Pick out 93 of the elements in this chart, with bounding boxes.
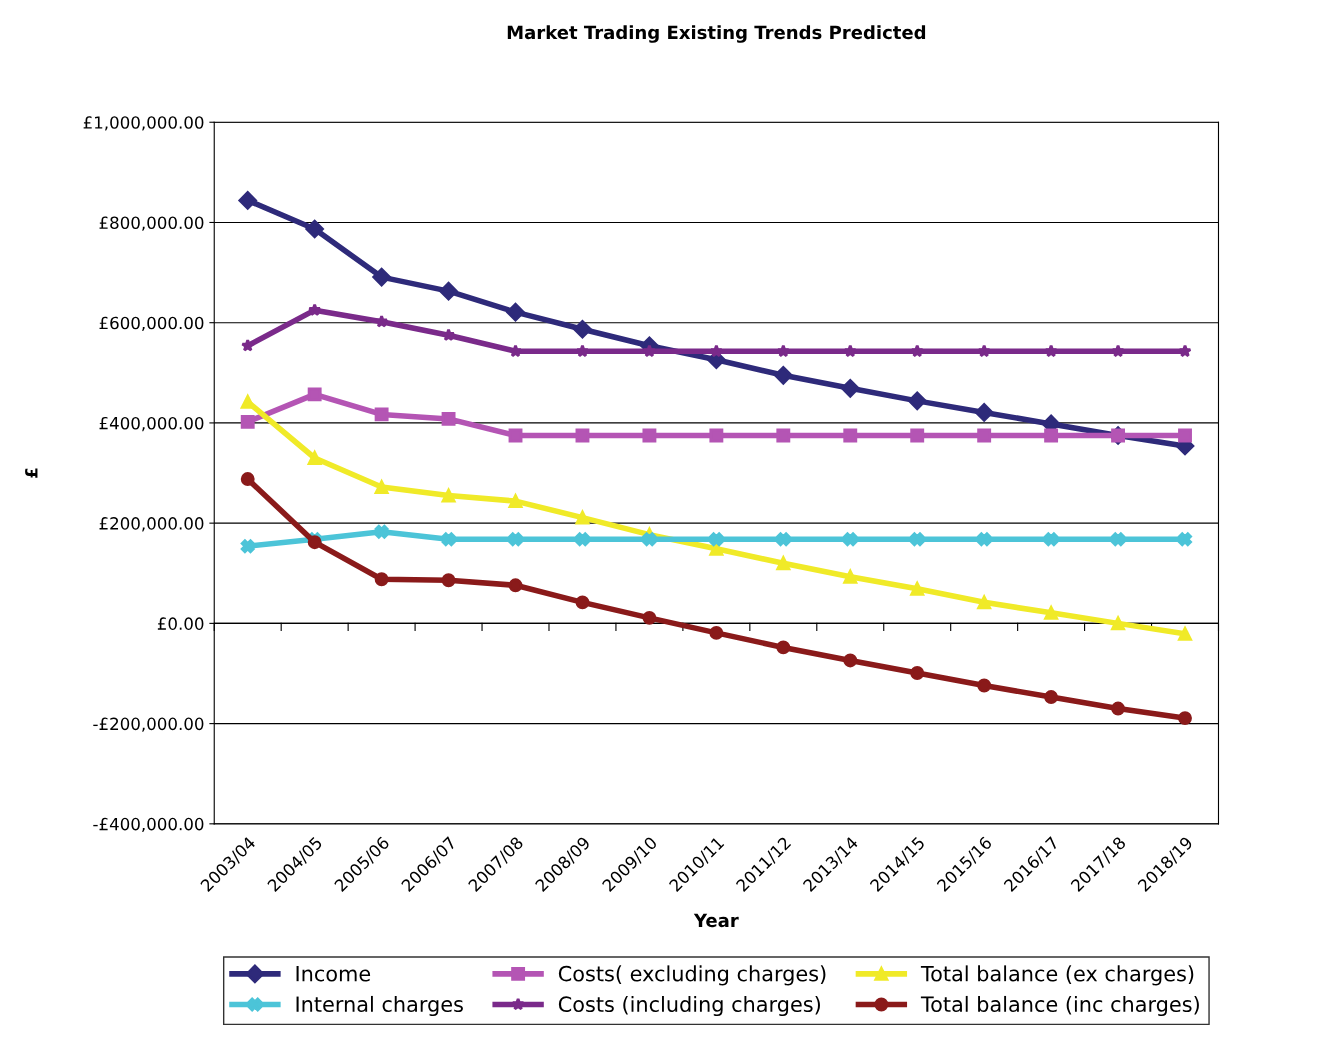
point bbox=[910, 344, 924, 358]
point bbox=[1178, 626, 1192, 641]
point bbox=[307, 451, 322, 465]
legend-label: Income bbox=[296, 965, 371, 982]
point bbox=[441, 532, 456, 547]
y-tick-label: -£400,000.00 bbox=[93, 817, 204, 833]
point bbox=[910, 428, 925, 443]
point bbox=[1178, 711, 1192, 726]
point bbox=[709, 625, 724, 640]
point bbox=[776, 344, 790, 358]
point bbox=[910, 666, 925, 680]
y-tick-label: -£200,000.00 bbox=[93, 717, 204, 732]
point bbox=[441, 488, 456, 503]
point bbox=[240, 414, 255, 429]
point bbox=[1111, 344, 1125, 358]
legend-label: Internal charges bbox=[296, 995, 463, 1017]
point bbox=[776, 556, 791, 571]
point bbox=[843, 344, 857, 358]
point bbox=[977, 595, 992, 610]
point bbox=[307, 387, 322, 402]
point bbox=[374, 407, 389, 422]
point bbox=[1178, 344, 1192, 358]
point bbox=[642, 532, 657, 547]
point bbox=[508, 428, 523, 443]
point bbox=[843, 569, 858, 584]
point bbox=[1178, 428, 1192, 443]
point bbox=[575, 510, 590, 525]
point bbox=[1178, 532, 1192, 547]
point bbox=[575, 428, 590, 443]
x-axis-title: Year bbox=[693, 913, 739, 928]
point bbox=[709, 428, 724, 443]
point bbox=[841, 379, 860, 398]
point bbox=[508, 532, 523, 547]
point bbox=[843, 532, 858, 547]
point bbox=[240, 394, 255, 409]
point bbox=[307, 303, 322, 317]
legend-label: Total balance (inc charges) bbox=[920, 995, 1199, 1017]
point bbox=[374, 480, 389, 495]
point bbox=[907, 391, 927, 411]
point bbox=[910, 581, 925, 596]
chart-title: Market Trading Existing Trends Predicted bbox=[507, 25, 926, 43]
point bbox=[575, 532, 590, 547]
point bbox=[506, 302, 525, 322]
point bbox=[305, 219, 324, 239]
y-tick-label: £600,000.00 bbox=[99, 316, 204, 331]
point bbox=[1044, 690, 1059, 704]
point bbox=[642, 428, 657, 443]
point bbox=[977, 428, 992, 443]
point bbox=[977, 532, 992, 547]
point bbox=[977, 344, 991, 358]
point bbox=[374, 572, 389, 587]
point bbox=[1044, 605, 1059, 620]
point bbox=[974, 403, 994, 422]
point bbox=[1111, 616, 1126, 631]
point bbox=[977, 678, 992, 693]
point bbox=[439, 281, 458, 301]
point bbox=[240, 472, 255, 486]
point bbox=[508, 578, 523, 593]
point bbox=[441, 411, 456, 426]
point bbox=[776, 428, 791, 443]
point bbox=[374, 524, 389, 539]
y-tick-label: £0.00 bbox=[157, 617, 204, 630]
point bbox=[241, 338, 255, 352]
point bbox=[238, 191, 257, 210]
point bbox=[843, 653, 858, 668]
y-tick-label: £800,000.00 bbox=[99, 216, 204, 231]
point bbox=[774, 366, 793, 385]
legend-label: Costs( excluding charges) bbox=[558, 965, 826, 986]
point bbox=[910, 532, 925, 547]
point bbox=[1111, 532, 1126, 547]
y-axis-title: £ bbox=[25, 468, 38, 478]
point bbox=[776, 640, 791, 655]
y-tick-label: £200,000.00 bbox=[99, 517, 204, 532]
point bbox=[843, 428, 858, 443]
point bbox=[709, 344, 724, 358]
point bbox=[575, 344, 590, 358]
y-tick-label: £400,000.00 bbox=[99, 416, 204, 432]
point bbox=[1044, 428, 1059, 443]
point bbox=[1044, 344, 1058, 358]
point bbox=[1044, 532, 1059, 547]
point bbox=[508, 494, 523, 509]
point bbox=[240, 539, 255, 554]
point bbox=[642, 610, 657, 625]
y-tick-label: £1,000,000.00 bbox=[83, 116, 204, 131]
legend-label: Costs (including charges) bbox=[558, 995, 820, 1017]
point bbox=[709, 532, 724, 547]
point bbox=[573, 319, 592, 339]
legend-label: Total balance (ex charges) bbox=[920, 965, 1194, 986]
point bbox=[372, 267, 391, 287]
point bbox=[575, 595, 590, 610]
point bbox=[441, 573, 456, 588]
point bbox=[776, 532, 791, 547]
point bbox=[1111, 701, 1126, 716]
